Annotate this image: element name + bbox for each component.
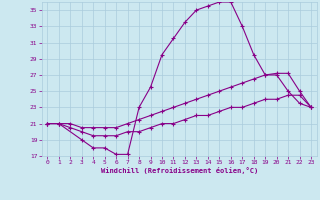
X-axis label: Windchill (Refroidissement éolien,°C): Windchill (Refroidissement éolien,°C) — [100, 167, 258, 174]
